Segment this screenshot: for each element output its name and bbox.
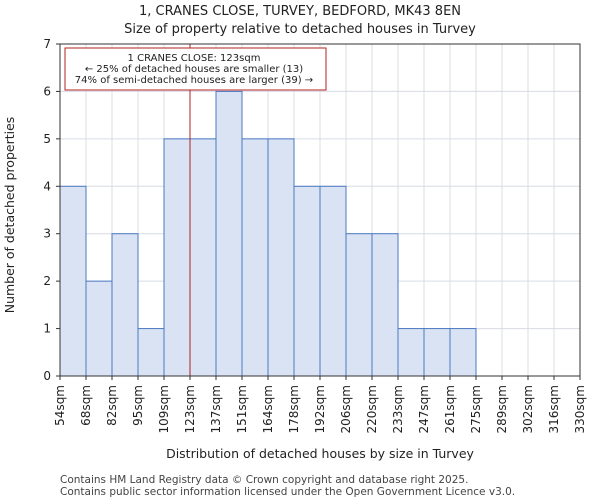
x-axis-ticks: 54sqm 68sqm 82sqm 95sqm 109sqm 123sqm 137sqm 15… <box>53 376 587 433</box>
x-tick-label: 302sqm <box>521 385 535 433</box>
x-tick-label: 316sqm <box>547 385 561 433</box>
bar-164sqm <box>267 138 295 377</box>
y-tick-label: 5 <box>43 132 51 146</box>
bar-109sqm <box>163 138 191 377</box>
bar-151sqm <box>241 138 269 377</box>
bar-68sqm <box>85 280 113 377</box>
y-tick-label: 2 <box>43 274 51 288</box>
y-tick-label: 6 <box>43 84 51 98</box>
x-tick-label: 206sqm <box>339 385 353 433</box>
x-tick-label: 151sqm <box>235 385 249 433</box>
x-tick-label: 192sqm <box>313 385 327 433</box>
x-tick-label: 220sqm <box>365 385 379 433</box>
y-tick-label: 1 <box>43 322 51 336</box>
x-axis-label: Distribution of detached houses by size … <box>166 446 474 461</box>
annotation-line-2: ← 25% of detached houses are smaller (13… <box>85 64 303 75</box>
x-tick-label: 109sqm <box>157 385 171 433</box>
x-tick-label: 164sqm <box>261 385 275 433</box>
bar-123sqm <box>189 138 217 377</box>
y-axis-label: Number of detached properties <box>2 117 17 314</box>
x-tick-label: 82sqm <box>105 385 119 426</box>
bar-233sqm <box>397 328 425 377</box>
y-tick-label: 3 <box>43 227 51 241</box>
chart-title: 1, CRANES CLOSE, TURVEY, BEDFORD, MK43 8… <box>139 4 461 19</box>
annotation-line-3: 74% of semi-detached houses are larger (… <box>75 75 313 86</box>
x-tick-label: 275sqm <box>469 385 483 433</box>
bar-247sqm <box>423 328 451 377</box>
bar-261sqm <box>449 328 477 377</box>
bar-206sqm <box>345 233 373 377</box>
bar-178sqm <box>293 185 321 377</box>
x-tick-label: 247sqm <box>417 385 431 433</box>
bar-95sqm <box>137 328 165 377</box>
x-tick-label: 123sqm <box>183 385 197 433</box>
x-tick-label: 289sqm <box>495 385 509 433</box>
y-tick-label: 0 <box>43 369 51 383</box>
bar-82sqm <box>111 233 139 377</box>
y-axis-ticks: 0 1 2 3 4 5 6 7 <box>43 37 60 383</box>
x-tick-label: 178sqm <box>287 385 301 433</box>
x-tick-label: 233sqm <box>391 385 405 433</box>
x-tick-label: 137sqm <box>209 385 223 433</box>
bar-220sqm <box>371 233 399 377</box>
footer-line-2: Contains public sector information licen… <box>60 486 515 498</box>
footer-line-1: Contains HM Land Registry data © Crown c… <box>60 474 468 486</box>
x-tick-label: 68sqm <box>79 385 93 426</box>
x-tick-label: 261sqm <box>443 385 457 433</box>
x-tick-label: 95sqm <box>131 385 145 426</box>
bar-192sqm <box>319 185 347 377</box>
y-tick-label: 4 <box>43 179 51 193</box>
bars <box>59 90 477 377</box>
chart-subtitle: Size of property relative to detached ho… <box>124 22 476 37</box>
x-tick-label: 54sqm <box>53 385 67 426</box>
x-tick-label: 330sqm <box>573 385 587 433</box>
annotation-line-1: 1 CRANES CLOSE: 123sqm <box>128 53 261 64</box>
annotation-box: 1 CRANES CLOSE: 123sqm ← 25% of detached… <box>64 47 327 91</box>
bar-54sqm <box>59 185 87 377</box>
y-tick-label: 7 <box>43 37 51 51</box>
bar-137sqm <box>215 90 243 377</box>
